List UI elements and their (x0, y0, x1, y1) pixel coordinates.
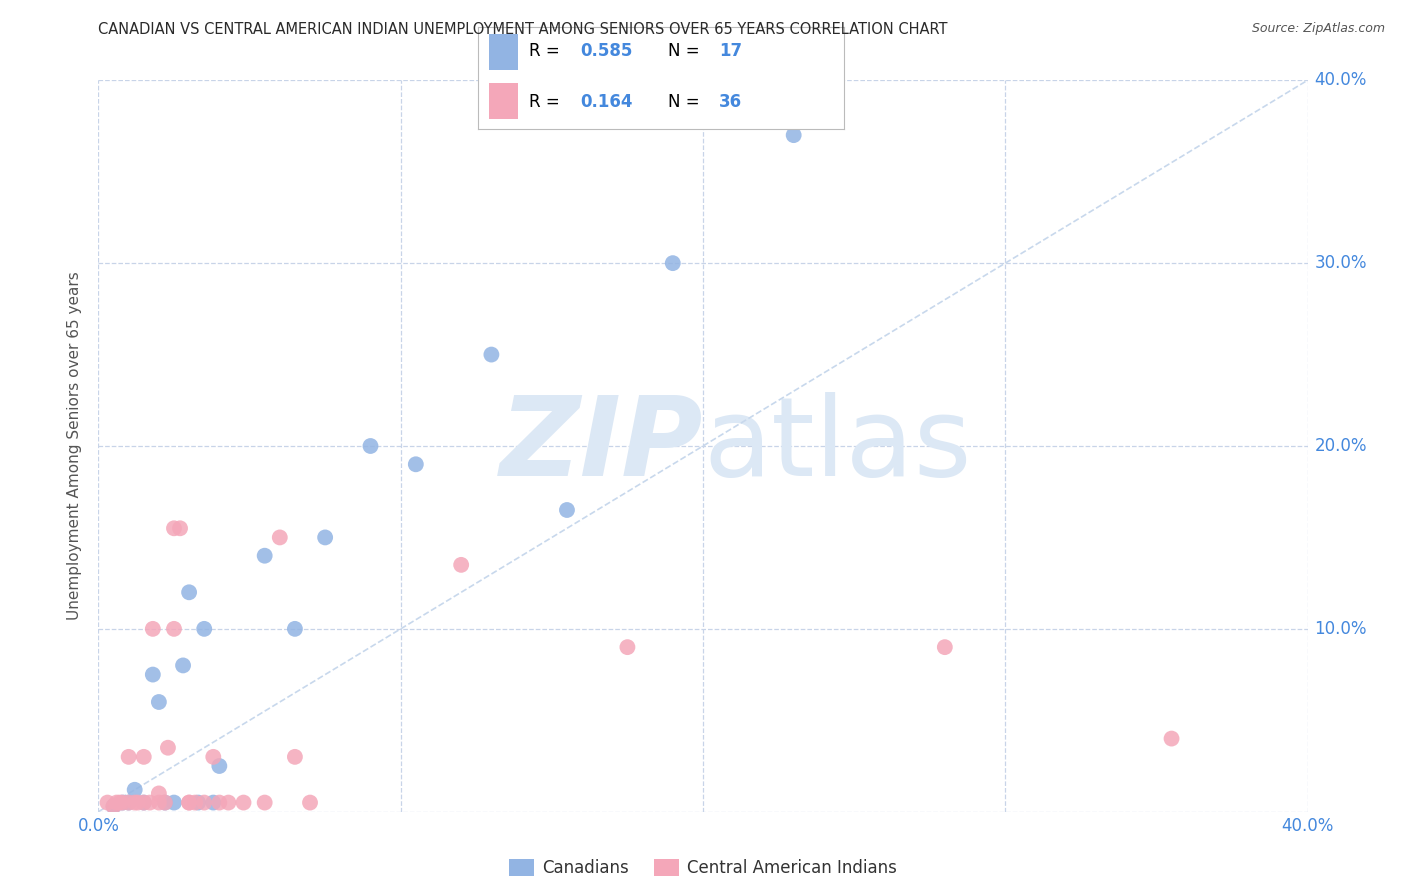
Point (555, 503, 578, 517)
Point (481, 348, 503, 362)
Point (208, 759, 231, 773)
Point (96, 796, 118, 810)
Point (132, 749, 155, 764)
Point (450, 558, 472, 572)
Y-axis label: Unemployment Among Seniors over 65 years: Unemployment Among Seniors over 65 years (67, 272, 83, 620)
Point (314, 530, 336, 544)
Point (103, 799, 125, 814)
Point (284, 749, 307, 764)
Text: 20.0%: 20.0% (1315, 437, 1367, 455)
Point (202, 796, 225, 810)
Point (118, 796, 141, 810)
Bar (489, 83, 519, 119)
Point (148, 695, 170, 709)
Point (153, 796, 176, 810)
Point (177, 796, 201, 810)
Point (269, 530, 291, 544)
Point (132, 796, 155, 810)
Point (187, 796, 209, 810)
Point (148, 787, 170, 801)
Point (139, 796, 162, 810)
Point (172, 658, 194, 673)
Point (108, 796, 131, 810)
Point (217, 796, 239, 810)
Bar (489, 34, 519, 70)
Point (142, 622, 165, 636)
Point (153, 796, 176, 810)
Point (118, 796, 141, 810)
Point (934, 640, 956, 655)
Text: 0.164: 0.164 (581, 93, 633, 111)
Point (616, 640, 638, 655)
Text: 36: 36 (720, 93, 742, 111)
Point (103, 799, 125, 814)
Point (124, 782, 146, 797)
Text: Source: ZipAtlas.com: Source: ZipAtlas.com (1251, 22, 1385, 36)
Point (202, 749, 225, 764)
Text: R =: R = (529, 43, 565, 61)
Point (163, 622, 186, 636)
Point (782, 128, 804, 143)
Point (118, 749, 141, 764)
Point (111, 796, 134, 810)
Point (148, 796, 170, 810)
Point (360, 439, 382, 453)
Point (299, 796, 322, 810)
Text: ZIP: ZIP (499, 392, 703, 500)
Text: N =: N = (668, 93, 704, 111)
Point (661, 256, 683, 270)
Point (208, 796, 231, 810)
Point (132, 796, 155, 810)
Point (177, 585, 201, 599)
Text: 30.0%: 30.0% (1315, 254, 1367, 272)
Text: CANADIAN VS CENTRAL AMERICAN INDIAN UNEMPLOYMENT AMONG SENIORS OVER 65 YEARS COR: CANADIAN VS CENTRAL AMERICAN INDIAN UNEM… (98, 22, 948, 37)
Point (111, 796, 134, 810)
Point (142, 667, 165, 681)
Text: 40.0%: 40.0% (1315, 71, 1367, 89)
Point (169, 521, 191, 535)
Point (193, 622, 215, 636)
Point (253, 549, 276, 563)
Point (184, 796, 207, 810)
Text: 0.585: 0.585 (581, 43, 633, 61)
Text: atlas: atlas (703, 392, 972, 500)
Point (124, 796, 146, 810)
Point (284, 622, 307, 636)
Point (163, 521, 186, 535)
Point (405, 458, 427, 472)
Legend: Canadians, Central American Indians: Canadians, Central American Indians (502, 853, 904, 884)
Point (253, 796, 276, 810)
Point (163, 796, 186, 810)
Point (177, 796, 201, 810)
Text: 17: 17 (720, 43, 742, 61)
Point (127, 796, 149, 810)
Text: R =: R = (529, 93, 565, 111)
Text: 10.0%: 10.0% (1315, 620, 1367, 638)
Point (232, 796, 254, 810)
Text: N =: N = (668, 43, 704, 61)
Point (1160, 731, 1182, 746)
Point (193, 796, 215, 810)
Point (156, 740, 179, 755)
Point (105, 796, 128, 810)
